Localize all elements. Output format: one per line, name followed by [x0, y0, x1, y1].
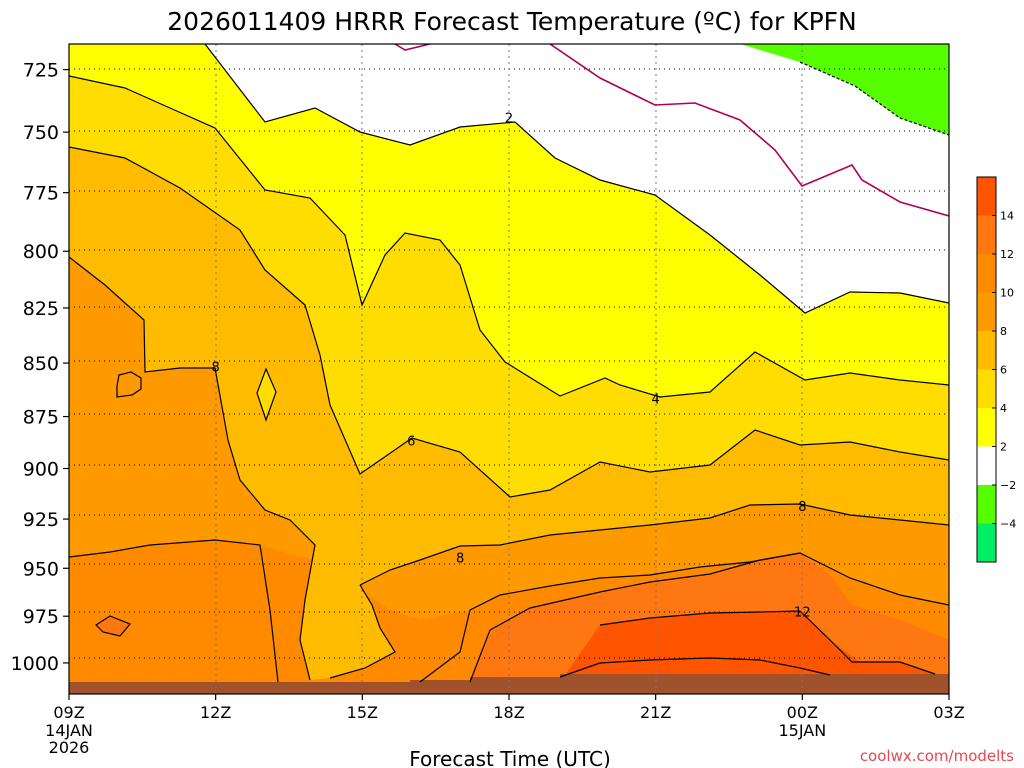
contour-label: 8: [456, 552, 464, 567]
y-tick-label: 725: [23, 60, 59, 82]
x-tick-label: 09Z: [53, 703, 84, 722]
ground-step: [410, 674, 949, 694]
contour-line-8: [69, 539, 279, 683]
colorbar-swatch: [977, 523, 996, 563]
y-tick-label: 775: [23, 183, 59, 205]
grid-vertical: [215, 44, 803, 694]
contour-label: 2: [505, 112, 513, 127]
x-tick-label: 12Z: [200, 703, 231, 722]
contour-fills: [69, 44, 949, 694]
contour-line-14: [599, 610, 801, 626]
y-tick-label: 975: [23, 606, 59, 628]
colorbar-label: 8: [1000, 325, 1007, 338]
colorbar-label: 14: [1000, 210, 1014, 223]
colorbar-swatch: [977, 254, 996, 293]
contour-line-8-mid: [419, 552, 949, 683]
colorbar-label: −4: [1000, 518, 1016, 531]
x-tick-label: 03Z: [933, 703, 964, 722]
colorbar-swatch: [977, 369, 996, 409]
contour-line-2: [204, 44, 949, 314]
contour-label: 12: [794, 605, 811, 620]
colorbar-label: 2: [1000, 441, 1007, 454]
credit-text: coolwx.com/modelts: [860, 747, 1014, 765]
colorbar-swatch: [977, 292, 996, 332]
colorbar-label: 12: [1000, 248, 1014, 261]
colorbar-label: 4: [1000, 402, 1007, 415]
y-tick-label: 875: [23, 407, 59, 429]
contour-line-minus2: [799, 61, 949, 136]
x-tick-sublabel: 14JAN: [45, 721, 93, 740]
x-tick-label: 21Z: [640, 703, 671, 722]
colorbar: 14 12 10 8 6 4 2 −2 −4: [976, 176, 1016, 563]
y-tick-label: 900: [23, 459, 59, 481]
x-tick-label: 18Z: [493, 703, 524, 722]
x-tick-label: 15Z: [347, 703, 378, 722]
colorbar-label: −2: [1000, 479, 1016, 492]
freezing-line: [394, 44, 949, 217]
colorbar-swatch: [977, 215, 996, 255]
contour-line-12: [469, 552, 801, 683]
colorbar-swatch: [977, 446, 996, 486]
contour-label: 8: [212, 360, 220, 375]
colorbar-swatch: [977, 177, 996, 216]
y-tick-label: 925: [23, 509, 59, 531]
contour-line-6-mid: [359, 503, 949, 586]
contour-patch-3: [95, 615, 131, 637]
x-tick-label: 00Z: [787, 703, 818, 722]
x-tick-sublabel: 2026: [49, 738, 90, 757]
y-tick-label: 950: [23, 558, 59, 580]
contour-line-6-loop: [329, 584, 396, 679]
colorbar-swatch: [977, 331, 996, 370]
contour-line-2-lower: [69, 75, 949, 398]
contour-line-6: [69, 256, 316, 681]
y-tick-label: 825: [23, 298, 59, 320]
fill-minus2-2: [205, 44, 949, 313]
contour-label: 6: [407, 435, 415, 450]
fill-14-16: [560, 611, 949, 694]
contour-line-4: [69, 146, 949, 498]
contour-label: 8: [798, 500, 806, 515]
contour-line-12-right: [799, 610, 936, 675]
y-tick-label: 800: [23, 241, 59, 263]
contour-patch-2: [256, 367, 277, 422]
contour-label: 4: [652, 393, 660, 408]
x-tick-sublabel: 15JAN: [778, 721, 826, 740]
colorbar-label: 6: [1000, 364, 1007, 377]
colorbar-label: 10: [1000, 287, 1014, 300]
chart-title: 2026011409 HRRR Forecast Temperature (ºC…: [167, 7, 856, 36]
colorbar-swatch: [977, 408, 996, 447]
contour-patch-1: [116, 371, 142, 398]
contour-line-12-lower: [559, 657, 831, 678]
colorbar-swatch: [977, 485, 996, 524]
y-axis: 725 750 775 800 825 850 875 900 925 950 975 1000: [11, 60, 69, 675]
x-axis-title: Forecast Time (UTC): [409, 747, 611, 768]
contour-lines: [69, 44, 949, 683]
fill-patch-small-1: [117, 372, 141, 397]
contour-labels: 2 4 6 8 8 8 12: [212, 112, 811, 621]
y-tick-label: 1000: [11, 653, 59, 675]
y-tick-label: 850: [23, 353, 59, 375]
fill-below-minus2: [740, 44, 949, 135]
y-tick-label: 750: [23, 122, 59, 144]
